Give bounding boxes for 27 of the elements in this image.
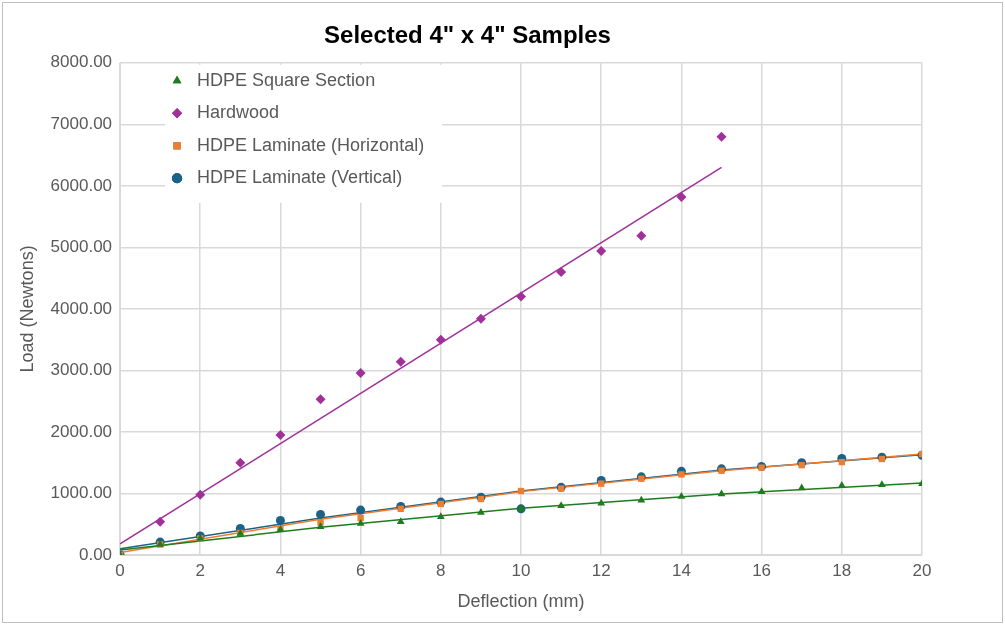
x-tick-label: 14 bbox=[671, 560, 691, 580]
x-tick-label: 4 bbox=[275, 560, 286, 580]
x-tick-label: 12 bbox=[591, 560, 611, 580]
y-tick-label: 3000.00 bbox=[50, 360, 113, 380]
y-tick-label: 6000.00 bbox=[50, 175, 113, 195]
x-tick-label: 8 bbox=[436, 560, 446, 580]
y-tick-label: 2000.00 bbox=[50, 421, 113, 441]
chart-title: Selected 4" x 4" Samples bbox=[324, 21, 611, 49]
legend-label: Hardwood bbox=[197, 102, 280, 123]
legend-label: HDPE Square Section bbox=[197, 69, 376, 90]
x-tick-label: 0 bbox=[115, 560, 125, 580]
y-tick-label: 7000.00 bbox=[50, 114, 113, 134]
y-axis-title: Load (Newtons) bbox=[16, 245, 37, 373]
y-tick-label: 1000.00 bbox=[50, 483, 113, 503]
y-tick-label: 0.00 bbox=[78, 544, 113, 564]
x-tick-label: 16 bbox=[752, 560, 772, 580]
x-axis-title: Deflection (mm) bbox=[457, 591, 585, 612]
y-tick-label: 5000.00 bbox=[50, 237, 113, 257]
y-tick-label: 4000.00 bbox=[50, 298, 113, 318]
x-tick-label: 18 bbox=[832, 560, 852, 580]
x-tick-label: 6 bbox=[355, 560, 366, 580]
legend-label: HDPE Laminate (Horizontal) bbox=[197, 134, 425, 155]
x-tick-label: 10 bbox=[511, 560, 531, 580]
y-tick-label: 8000.00 bbox=[50, 52, 113, 72]
x-tick-label: 2 bbox=[195, 560, 205, 580]
x-tick-label: 20 bbox=[912, 560, 932, 580]
legend-label: HDPE Laminate (Vertical) bbox=[197, 167, 403, 188]
